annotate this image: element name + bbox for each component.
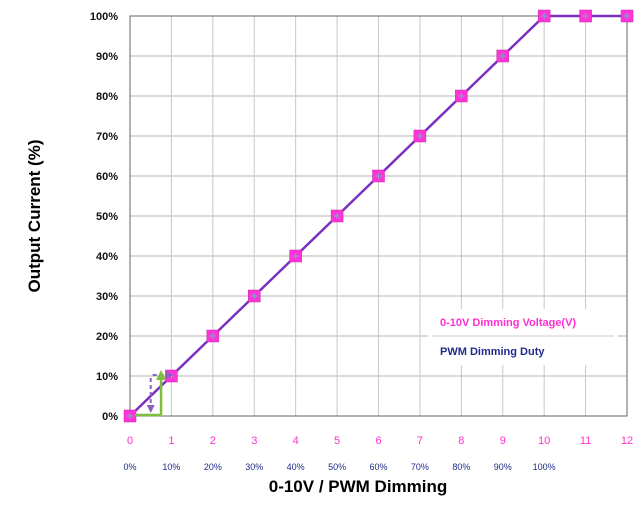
data-point-cross [541, 13, 548, 19]
y-tick-label: 40% [96, 251, 118, 263]
data-point-cross [375, 173, 382, 179]
x-tick-label-voltage: 0 [127, 435, 133, 447]
x-tick-label-pwm: 90% [494, 462, 512, 472]
x-tick-label-pwm: 20% [204, 462, 222, 472]
x-tick-label-pwm: 70% [411, 462, 429, 472]
x-tick-label-voltage: 2 [210, 435, 216, 447]
x-tick-label-voltage: 9 [500, 435, 506, 447]
x-tick-label-voltage: 11 [580, 435, 591, 447]
x-tick-label-voltage: 6 [375, 435, 381, 447]
data-point-cross [624, 13, 630, 19]
legend-box [428, 309, 618, 365]
y-tick-label: 90% [96, 51, 118, 63]
data-point-cross [127, 413, 133, 419]
x-tick-label-voltage: 7 [417, 435, 423, 447]
green-up-arrow-head [156, 370, 167, 380]
purple-down-arrow-head [146, 405, 155, 413]
data-point-cross [209, 333, 216, 339]
purple-right-arrow-head [166, 371, 174, 379]
x-axis-ticks: 0 1 2 3 4 5 6 7 8 9 10 11 120% 10% 20% 30% 40% 50% 60% 70% 8… [123, 435, 633, 472]
x-tick-label-pwm: 60% [369, 462, 387, 472]
x-axis-title: 0-10V / PWM Dimming [269, 477, 448, 496]
x-tick-label-voltage: 1 [168, 435, 174, 447]
x-tick-label-voltage: 3 [251, 435, 257, 447]
legend-entry-pwm: PWM Dimming Duty [440, 346, 545, 358]
x-tick-label-pwm: 30% [245, 462, 263, 472]
x-tick-label-pwm: 100% [533, 462, 556, 472]
y-tick-label: 0% [102, 411, 118, 423]
data-point-cross [458, 93, 465, 99]
y-tick-label: 30% [96, 291, 118, 303]
plot-area [129, 15, 628, 417]
y-tick-label: 70% [96, 131, 118, 143]
x-tick-label-pwm: 40% [287, 462, 305, 472]
legend-entry-voltage: 0-10V Dimming Voltage(V) [440, 317, 576, 329]
series [123, 9, 634, 423]
y-tick-label: 60% [96, 171, 118, 183]
data-point-cross [292, 253, 299, 259]
x-tick-label-pwm: 10% [162, 462, 180, 472]
data-point-cross [334, 213, 341, 219]
x-tick-label-voltage: 5 [334, 435, 340, 447]
y-tick-label: 50% [96, 211, 118, 223]
data-point-cross [251, 293, 258, 299]
y-axis-title: Output Current (%) [25, 140, 44, 293]
x-tick-label-voltage: 8 [458, 435, 464, 447]
x-tick-label-pwm: 80% [452, 462, 470, 472]
annotation-arrows [135, 370, 174, 417]
x-tick-label-voltage: 4 [293, 435, 299, 447]
y-tick-label: 100% [90, 11, 118, 23]
x-tick-label-voltage: 10 [538, 435, 550, 447]
x-tick-label-pwm: 50% [328, 462, 346, 472]
y-tick-label: 20% [96, 331, 118, 343]
y-axis-ticks: 0% 10% 20% 30% 40% 50% 60% 70% 80% 90% 100% [90, 11, 118, 423]
x-tick-label-voltage: 12 [621, 435, 633, 447]
data-point-cross [499, 53, 506, 59]
y-tick-label: 10% [96, 371, 118, 383]
data-point-cross [416, 133, 423, 139]
legend: 0-10V Dimming Voltage(V) PWM Dimming Dut… [428, 309, 618, 365]
y-tick-label: 80% [96, 91, 118, 103]
data-point-cross [582, 13, 589, 19]
x-tick-label-pwm: 0% [123, 462, 136, 472]
